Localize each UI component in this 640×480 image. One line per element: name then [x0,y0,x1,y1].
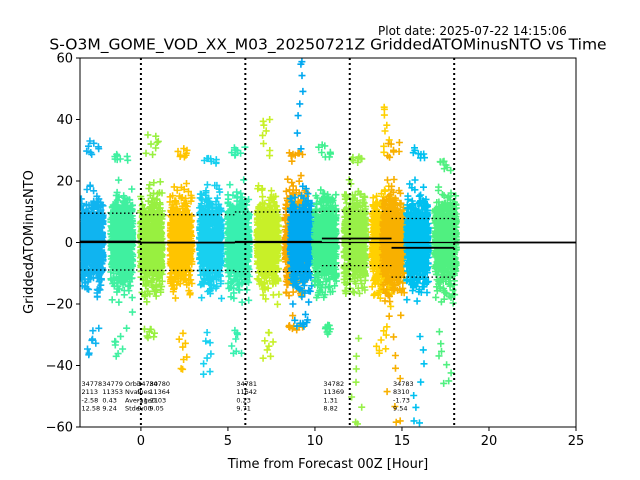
stats-line-5-3: 9.71 [236,405,250,413]
stats-line-6-0: 34782 [323,380,344,388]
orbit-cluster-0 [80,137,107,359]
stats-line-1-1: 11353 [102,388,123,396]
orbit-points-9 [310,141,340,338]
orbit-points-10 [340,153,370,427]
orbit-points-6 [253,116,283,362]
axes: 0 5 10 15 20 25 −60 −40 −20 0 20 40 60 [46,52,585,450]
orbit-points-2 [136,131,166,342]
stats-line-3-1: 9 [137,388,141,396]
plot-date: Plot date: 2025-07-22 14:15:06 [378,24,567,38]
orbit-points-14 [431,157,460,387]
stats-line-6-3: 8.82 [323,405,337,413]
orbit-cluster-4 [196,154,225,378]
stats-line-4-1: 11364 [149,388,170,396]
stats-line-2-1: Nvalues [125,388,152,396]
orbit-cluster-6 [253,116,283,362]
stats-line-3-0: 34780 [137,380,158,388]
x-tick-label-4: 20 [481,434,498,449]
stats-line-4-3: 9.05 [149,405,163,413]
orbit-cluster-2 [136,131,166,342]
x-tick-label-3: 15 [394,434,411,449]
orbit-points-4 [196,154,225,378]
y-tick-label-1: −40 [46,359,73,374]
y-tick-label-0: −60 [46,421,73,436]
stats-line-2-2: Average [125,396,152,404]
y-tick-label-2: −20 [46,298,73,313]
chart-title: S-O3M_GOME_VOD_XX_M03_20250721Z GriddedA… [49,36,606,55]
orbit-cluster-13 [403,144,432,427]
y-axis-label: GriddedATOMinusNTO [22,170,37,314]
stats-line-7-1: 8310 [393,388,410,396]
stats-line-7-2: -1.73 [393,396,410,404]
orbit-points-5 [223,143,253,357]
stats-line-7-3: 9.54 [393,405,407,413]
stats-line-3-3: 0.00 [137,405,151,413]
y-tick-label-3: 0 [65,236,73,251]
orbit-cluster-3 [166,145,196,373]
stats-line-0-2: -2.58 [82,396,99,404]
stats-line-4-0: 34780 [149,380,170,388]
x-tick-label-1: 5 [224,434,232,449]
stats-line-1-3: 9.24 [102,405,116,413]
orbit-cluster-1 [107,150,137,360]
stats-line-0-1: 2113 [82,388,99,396]
stats-line-2-3: Stdev [125,405,144,413]
y-tick-label-4: 20 [56,175,73,190]
stats-line-1-0: 34779 [102,380,123,388]
stats-line-2-0: Orbit [125,380,142,388]
stats-line-0-0: 34778 [82,380,103,388]
stats-line-5-0: 34781 [236,380,257,388]
orbit-points-1 [107,150,137,360]
x-axis-label: Time from Forecast 00Z [Hour] [227,457,429,472]
stats-line-0-3: 12.58 [82,405,101,413]
orbit-cluster-9 [310,141,340,338]
x-tick-label-0: 0 [137,434,145,449]
y-tick-label-6: 60 [56,52,73,67]
x-tick-label-5: 25 [568,434,585,449]
stats-line-6-2: 1.31 [323,396,337,404]
orbit-cluster-14 [431,157,460,387]
plot-area: 347782113-2.5812.5834779113530.439.24Orb… [80,58,576,427]
orbit-cluster-10 [340,153,370,427]
orbit-points-3 [166,145,196,373]
stats-line-5-1: 11642 [236,388,257,396]
x-tick-label-2: 10 [307,434,324,449]
stats-line-6-1: 11369 [323,388,344,396]
orbit-cluster-5 [223,143,253,357]
stats-line-1-2: 0.43 [102,396,116,404]
orbit-points-13 [403,144,432,427]
stats-line-7-0: 34783 [393,380,414,388]
stats-line-4-2: -0.03 [149,396,166,404]
stats-line-5-2: 0.23 [236,396,250,404]
orbit-points-0 [80,137,107,359]
y-tick-label-5: 40 [56,113,73,128]
stats-line-3-2: -11.21 [137,396,158,404]
